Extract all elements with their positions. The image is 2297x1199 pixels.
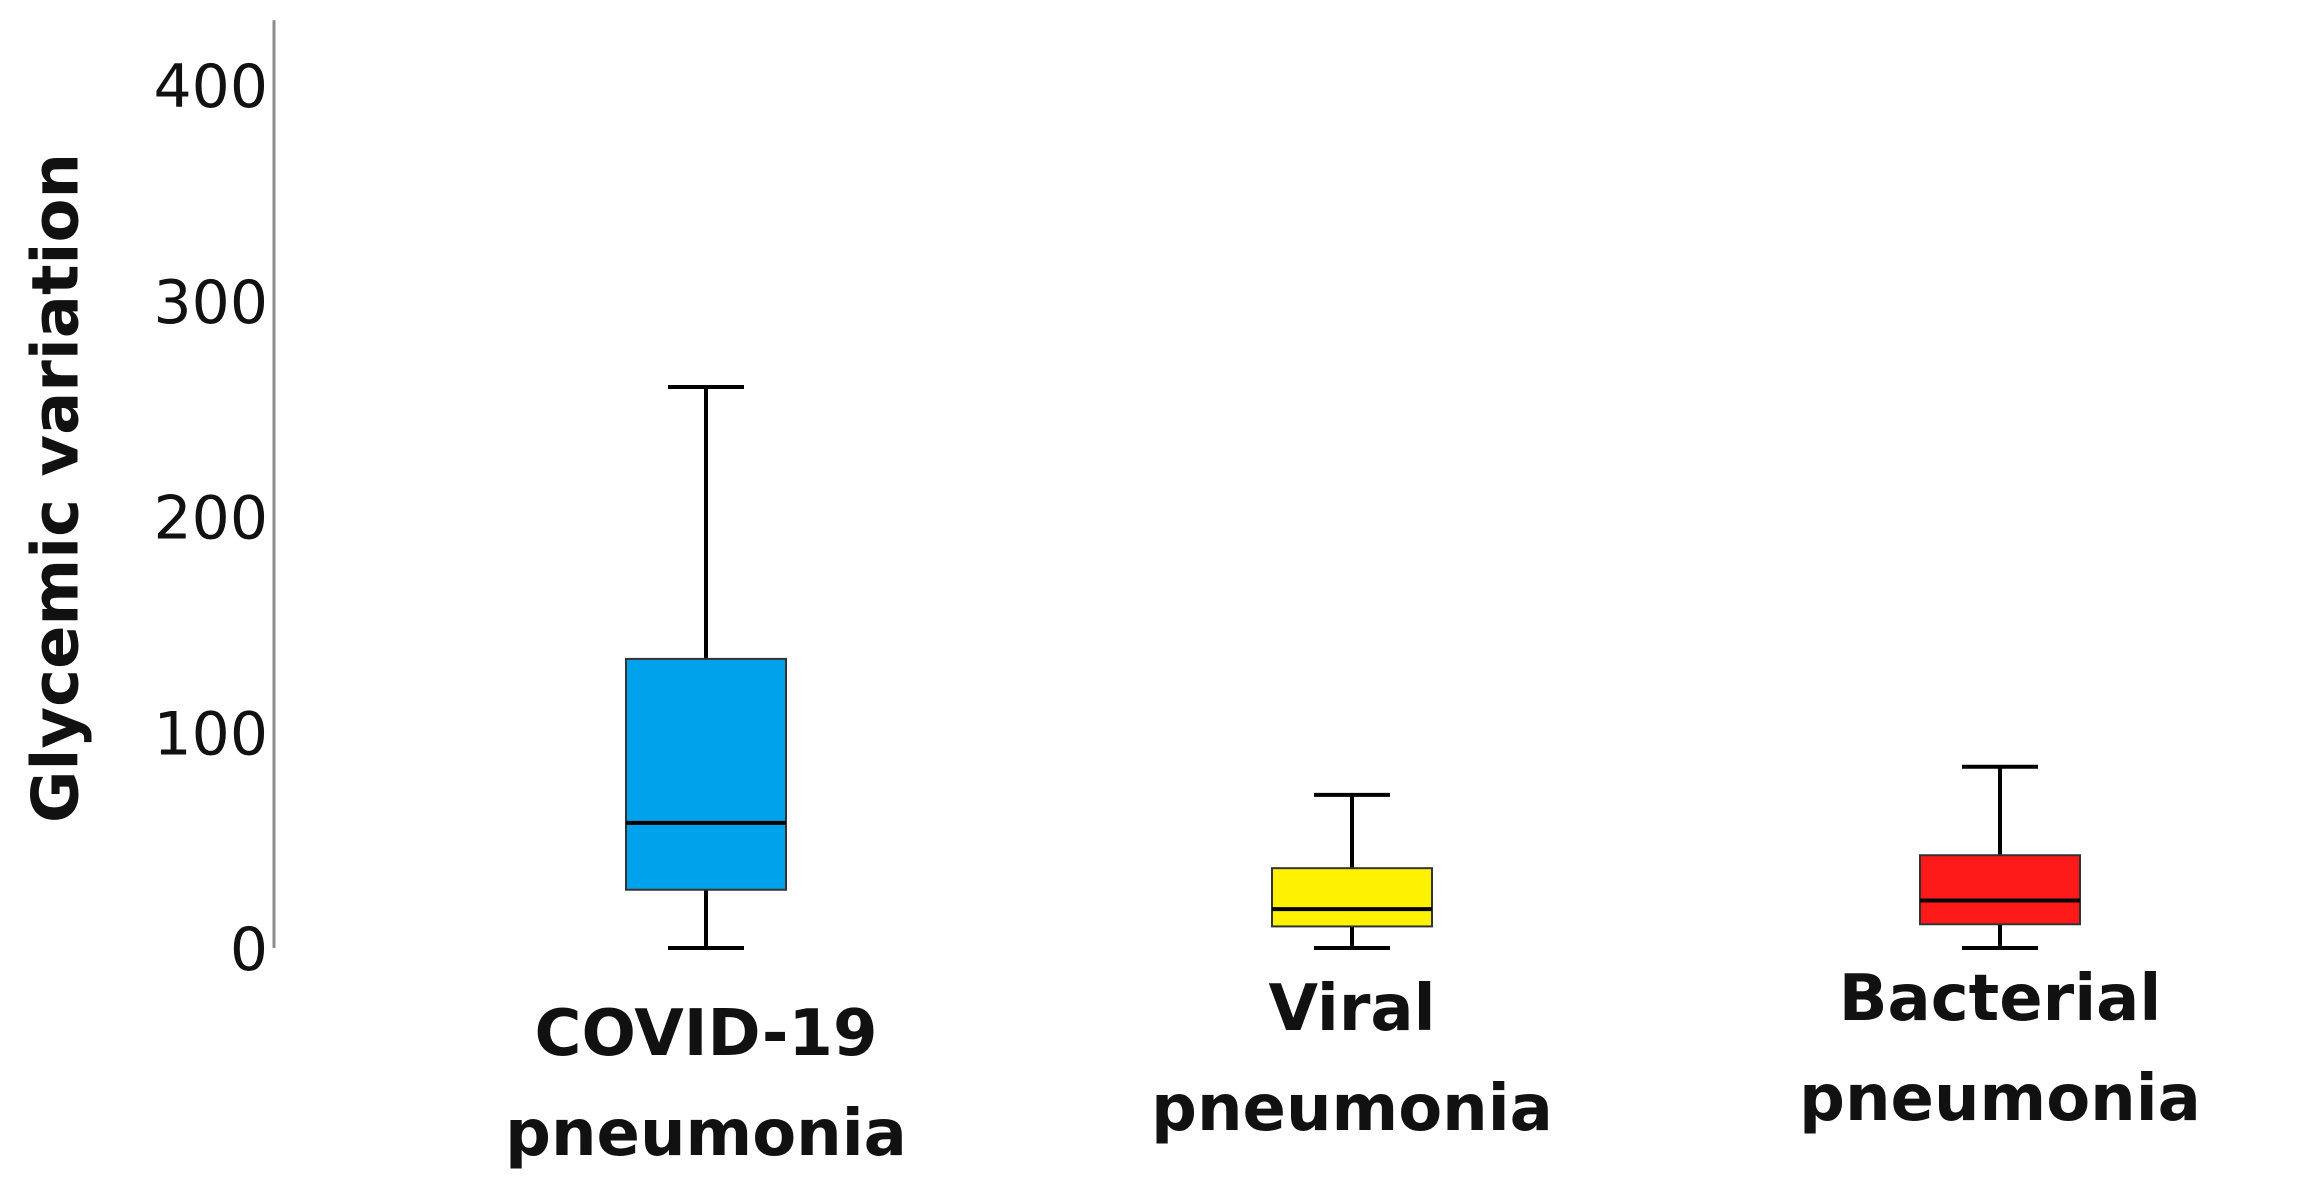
y-tick-label: 200: [153, 484, 268, 554]
y-axis-label: Glycemic variation: [20, 153, 94, 823]
iqr-box: [1919, 854, 2081, 926]
category-label: Viral: [1268, 972, 1435, 1046]
iqr-box: [1271, 867, 1433, 928]
category-label: pneumonia: [1799, 1062, 2201, 1136]
category-labels: COVID-19 pneumonia Viral pneumonia Bacterial…: [505, 962, 2201, 1171]
boxes: [625, 385, 2081, 950]
category-label: Bacterial: [1839, 962, 2162, 1036]
y-tick-label: 0: [230, 915, 268, 985]
y-tick-label: 400: [153, 52, 268, 122]
category-label: pneumonia: [505, 1097, 907, 1171]
y-tick-label: 300: [153, 268, 268, 338]
box-group: [1919, 764, 2081, 950]
iqr-box: [625, 657, 787, 891]
box-group: [625, 385, 787, 950]
category-label: COVID-19: [535, 997, 878, 1071]
category-label: pneumonia: [1151, 1072, 1553, 1146]
y-axis-ticks: 0 100 200 300 400: [153, 52, 268, 985]
y-tick-label: 100: [153, 699, 268, 769]
box-group: [1271, 792, 1433, 950]
